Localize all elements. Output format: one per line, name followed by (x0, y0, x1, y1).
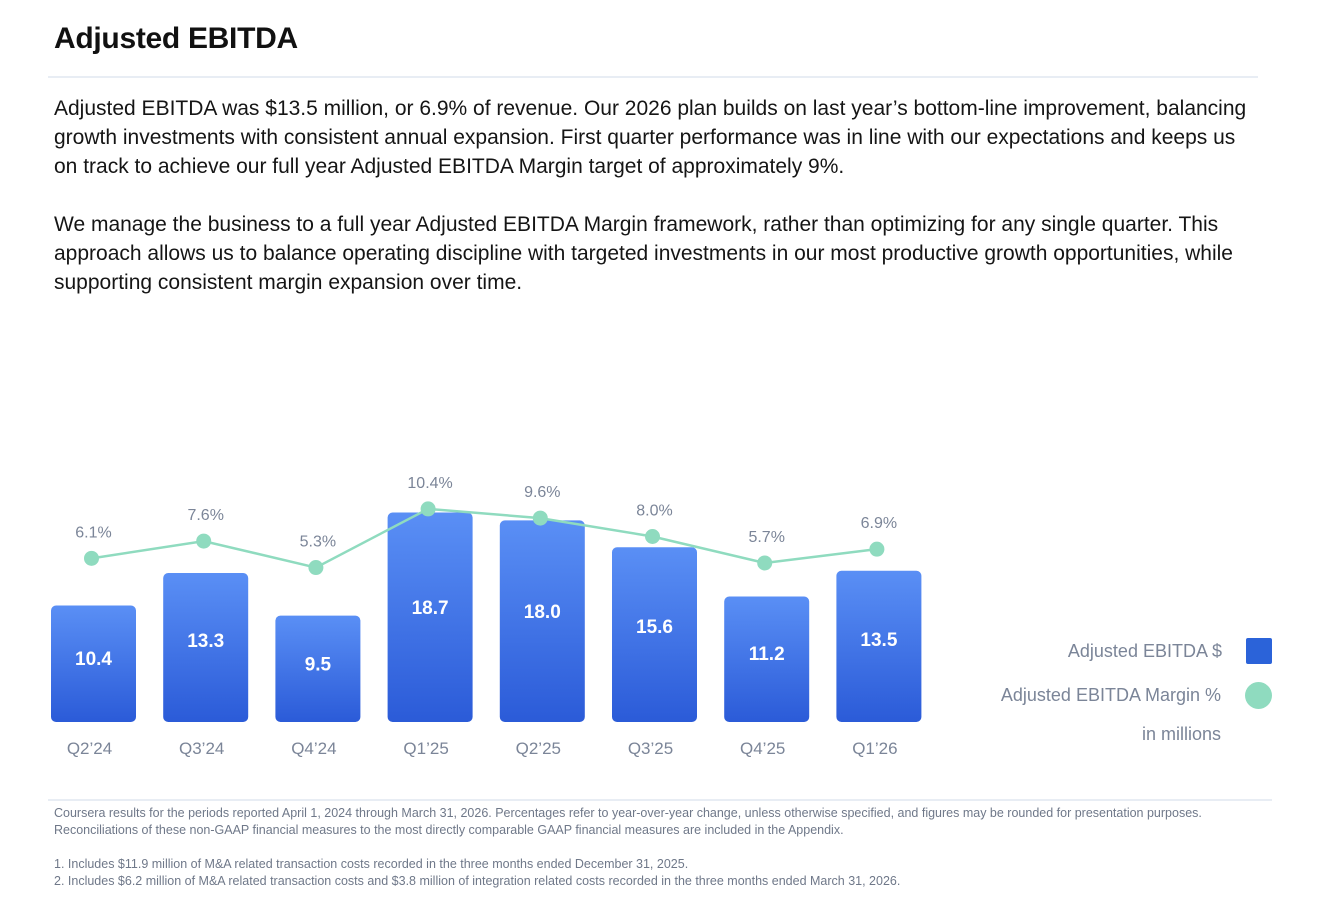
bar-1 (51, 605, 136, 722)
ebitda-chart: 10.4 13.3 9.5 18.7 18.0 15.6 11.2 13.5 6.1% 7.6%… (51, 475, 922, 758)
bar-5 (499, 520, 585, 722)
x-tick-label: Q3’25 (628, 739, 673, 758)
bar-7 (724, 596, 810, 722)
margin-value-label: 8.0% (636, 503, 672, 520)
bar-series: 10.4 13.3 9.5 18.7 18.0 15.6 11.2 13.5 (51, 512, 922, 722)
legend-item-ebitda: Adjusted EBITDA $ (952, 636, 1272, 666)
margin-line (91, 507, 878, 569)
bar-value-label: 11.2 (749, 644, 785, 665)
legend-swatch-bar (1246, 638, 1272, 664)
bar-value-label: 9.5 (305, 654, 332, 675)
margin-value-label: 5.3% (300, 534, 336, 551)
footnote-intro: Coursera results for the periods reporte… (54, 806, 1202, 837)
x-tick-label: Q1’25 (403, 739, 448, 758)
x-tick-label: Q4’25 (740, 739, 785, 758)
margin-point-7 (757, 555, 773, 571)
margin-point-1 (84, 550, 99, 566)
page-title: Adjusted EBITDA (54, 22, 298, 55)
margin-value-label: 10.4% (407, 475, 452, 492)
footnotes: Coursera results for the periods reporte… (54, 805, 1269, 890)
bar-value-label: 10.4 (75, 649, 112, 670)
commentary-paragraph-2: We manage the business to a full year Ad… (54, 213, 1233, 294)
legend-label-margin: Adjusted EBITDA Margin % (1000, 684, 1221, 705)
margin-value-label: 6.9% (861, 515, 897, 532)
margin-point-6 (645, 529, 660, 544)
x-tick-label: Q1’26 (852, 739, 897, 758)
margin-point-5 (532, 510, 548, 526)
margin-value-label: 9.6% (524, 484, 560, 501)
x-tick-label: Q2’25 (516, 739, 561, 758)
bar-2 (163, 573, 249, 722)
bar-value-label: 18.7 (412, 598, 449, 619)
title-divider (48, 76, 1258, 78)
margin-value-label: 5.7% (748, 529, 784, 546)
legend-item-margin: Adjusted EBITDA Margin % (952, 680, 1272, 710)
margin-value-label: 6.1% (75, 524, 111, 541)
bar-3 (275, 615, 361, 722)
commentary-paragraph-1: Adjusted EBITDA was $13.5 million, or 6.… (54, 97, 1247, 178)
legend: Adjusted EBITDA $ Adjusted EBITDA Margin… (952, 636, 1272, 745)
commentary: Adjusted EBITDA was $13.5 million, or 6.… (54, 94, 1264, 326)
bar-value-label: 13.3 (187, 631, 224, 652)
x-tick-label: Q2’24 (67, 739, 112, 758)
x-axis: Q2’24 Q3’24 Q4’24 Q1’25 Q2’25 Q3’25 Q4’25 Q1’26 (67, 739, 898, 758)
footnote-2: 2. Includes $6.2 million of M&A related … (54, 874, 901, 888)
legend-label-ebitda: Adjusted EBITDA $ (1067, 640, 1222, 661)
margin-value-label: 7.6% (187, 507, 223, 524)
footnote-divider (48, 799, 1272, 801)
footnote-1: 1. Includes $11.9 million of M&A related… (54, 857, 689, 871)
bar-6 (612, 547, 697, 722)
margin-point-3 (308, 560, 324, 576)
bar-8 (836, 570, 922, 722)
margin-point-8 (869, 541, 885, 557)
line-series: 6.1% 7.6% 5.3% 10.4% 9.6% 8.0% 5.7% 6.9% (75, 475, 897, 576)
bar-value-label: 13.5 (860, 630, 897, 651)
margin-point-2 (196, 533, 212, 549)
margin-point-4 (420, 501, 436, 517)
unit-note: in millions (1141, 724, 1221, 744)
legend-swatch-dot (1245, 681, 1272, 709)
x-tick-label: Q3’24 (179, 739, 224, 758)
x-tick-label: Q4’24 (291, 739, 336, 758)
bar-value-label: 18.0 (524, 602, 561, 623)
bar-value-label: 15.6 (636, 617, 673, 638)
bar-4 (387, 512, 473, 722)
